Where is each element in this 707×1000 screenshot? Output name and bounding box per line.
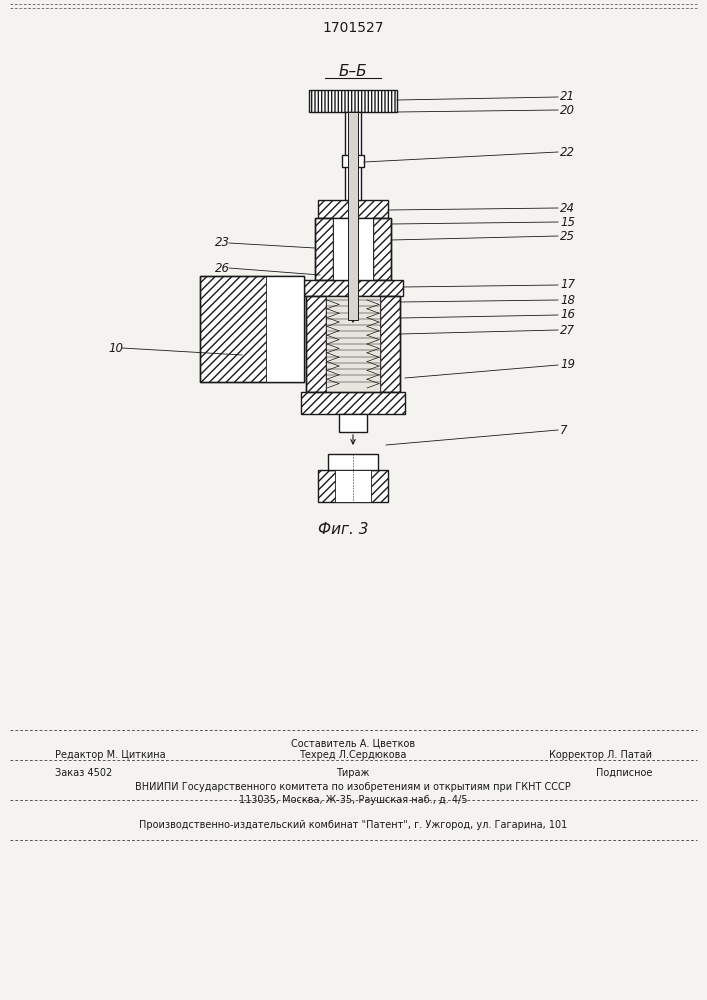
Text: Корректор Л. Патай: Корректор Л. Патай [549,750,652,760]
Bar [200,276,304,382]
Bar [303,280,403,296]
Text: Фиг. 3: Фиг. 3 [317,522,368,538]
Text: 17: 17 [560,278,575,292]
Bar [266,276,304,382]
Bar [306,296,326,392]
Text: 19: 19 [560,359,575,371]
Text: 15: 15 [560,216,575,229]
Bar [348,112,358,320]
Bar [315,218,333,280]
Text: Подписное: Подписное [595,768,652,778]
Bar [335,470,371,502]
Text: 113035, Москва, Ж-35, Раушская наб., д. 4/5: 113035, Москва, Ж-35, Раушская наб., д. … [239,795,467,805]
Bar [328,454,378,470]
Text: Редактор М. Циткина: Редактор М. Циткина [55,750,165,760]
Text: 10: 10 [108,342,123,355]
Text: Составитель А. Цветков: Составитель А. Цветков [291,738,415,748]
Text: 21: 21 [560,91,575,104]
Text: 18: 18 [560,294,575,306]
Bar [318,470,388,502]
Bar [200,276,304,382]
Bar [306,296,400,392]
Bar [318,200,388,218]
Text: 26: 26 [215,261,230,274]
Text: 16: 16 [560,308,575,322]
Bar [373,218,391,280]
Bar [315,218,391,280]
Text: 20: 20 [560,104,575,116]
Text: Б–Б: Б–Б [339,64,368,80]
Text: 1701527: 1701527 [323,21,384,35]
Bar [301,392,405,414]
Bar [342,155,364,167]
Text: Производственно-издательский комбинат "Патент", г. Ужгород, ул. Гагарина, 101: Производственно-издательский комбинат "П… [139,820,567,830]
Text: ВНИИПИ Государственного комитета по изобретениям и открытиям при ГКНТ СССР: ВНИИПИ Государственного комитета по изоб… [135,782,571,792]
Text: 22: 22 [560,145,575,158]
Bar [309,90,397,112]
Text: Техред Л.Сердюкова: Техред Л.Сердюкова [299,750,407,760]
Text: Тираж: Тираж [337,768,370,778]
Text: 23: 23 [215,236,230,249]
Bar [326,296,380,392]
Bar [345,112,361,200]
Bar [339,414,367,432]
Bar [380,296,400,392]
Bar [333,218,373,280]
Text: 27: 27 [560,324,575,336]
Text: 25: 25 [560,230,575,242]
Text: Заказ 4502: Заказ 4502 [55,768,112,778]
Text: 7: 7 [560,424,568,436]
Text: 24: 24 [560,202,575,215]
